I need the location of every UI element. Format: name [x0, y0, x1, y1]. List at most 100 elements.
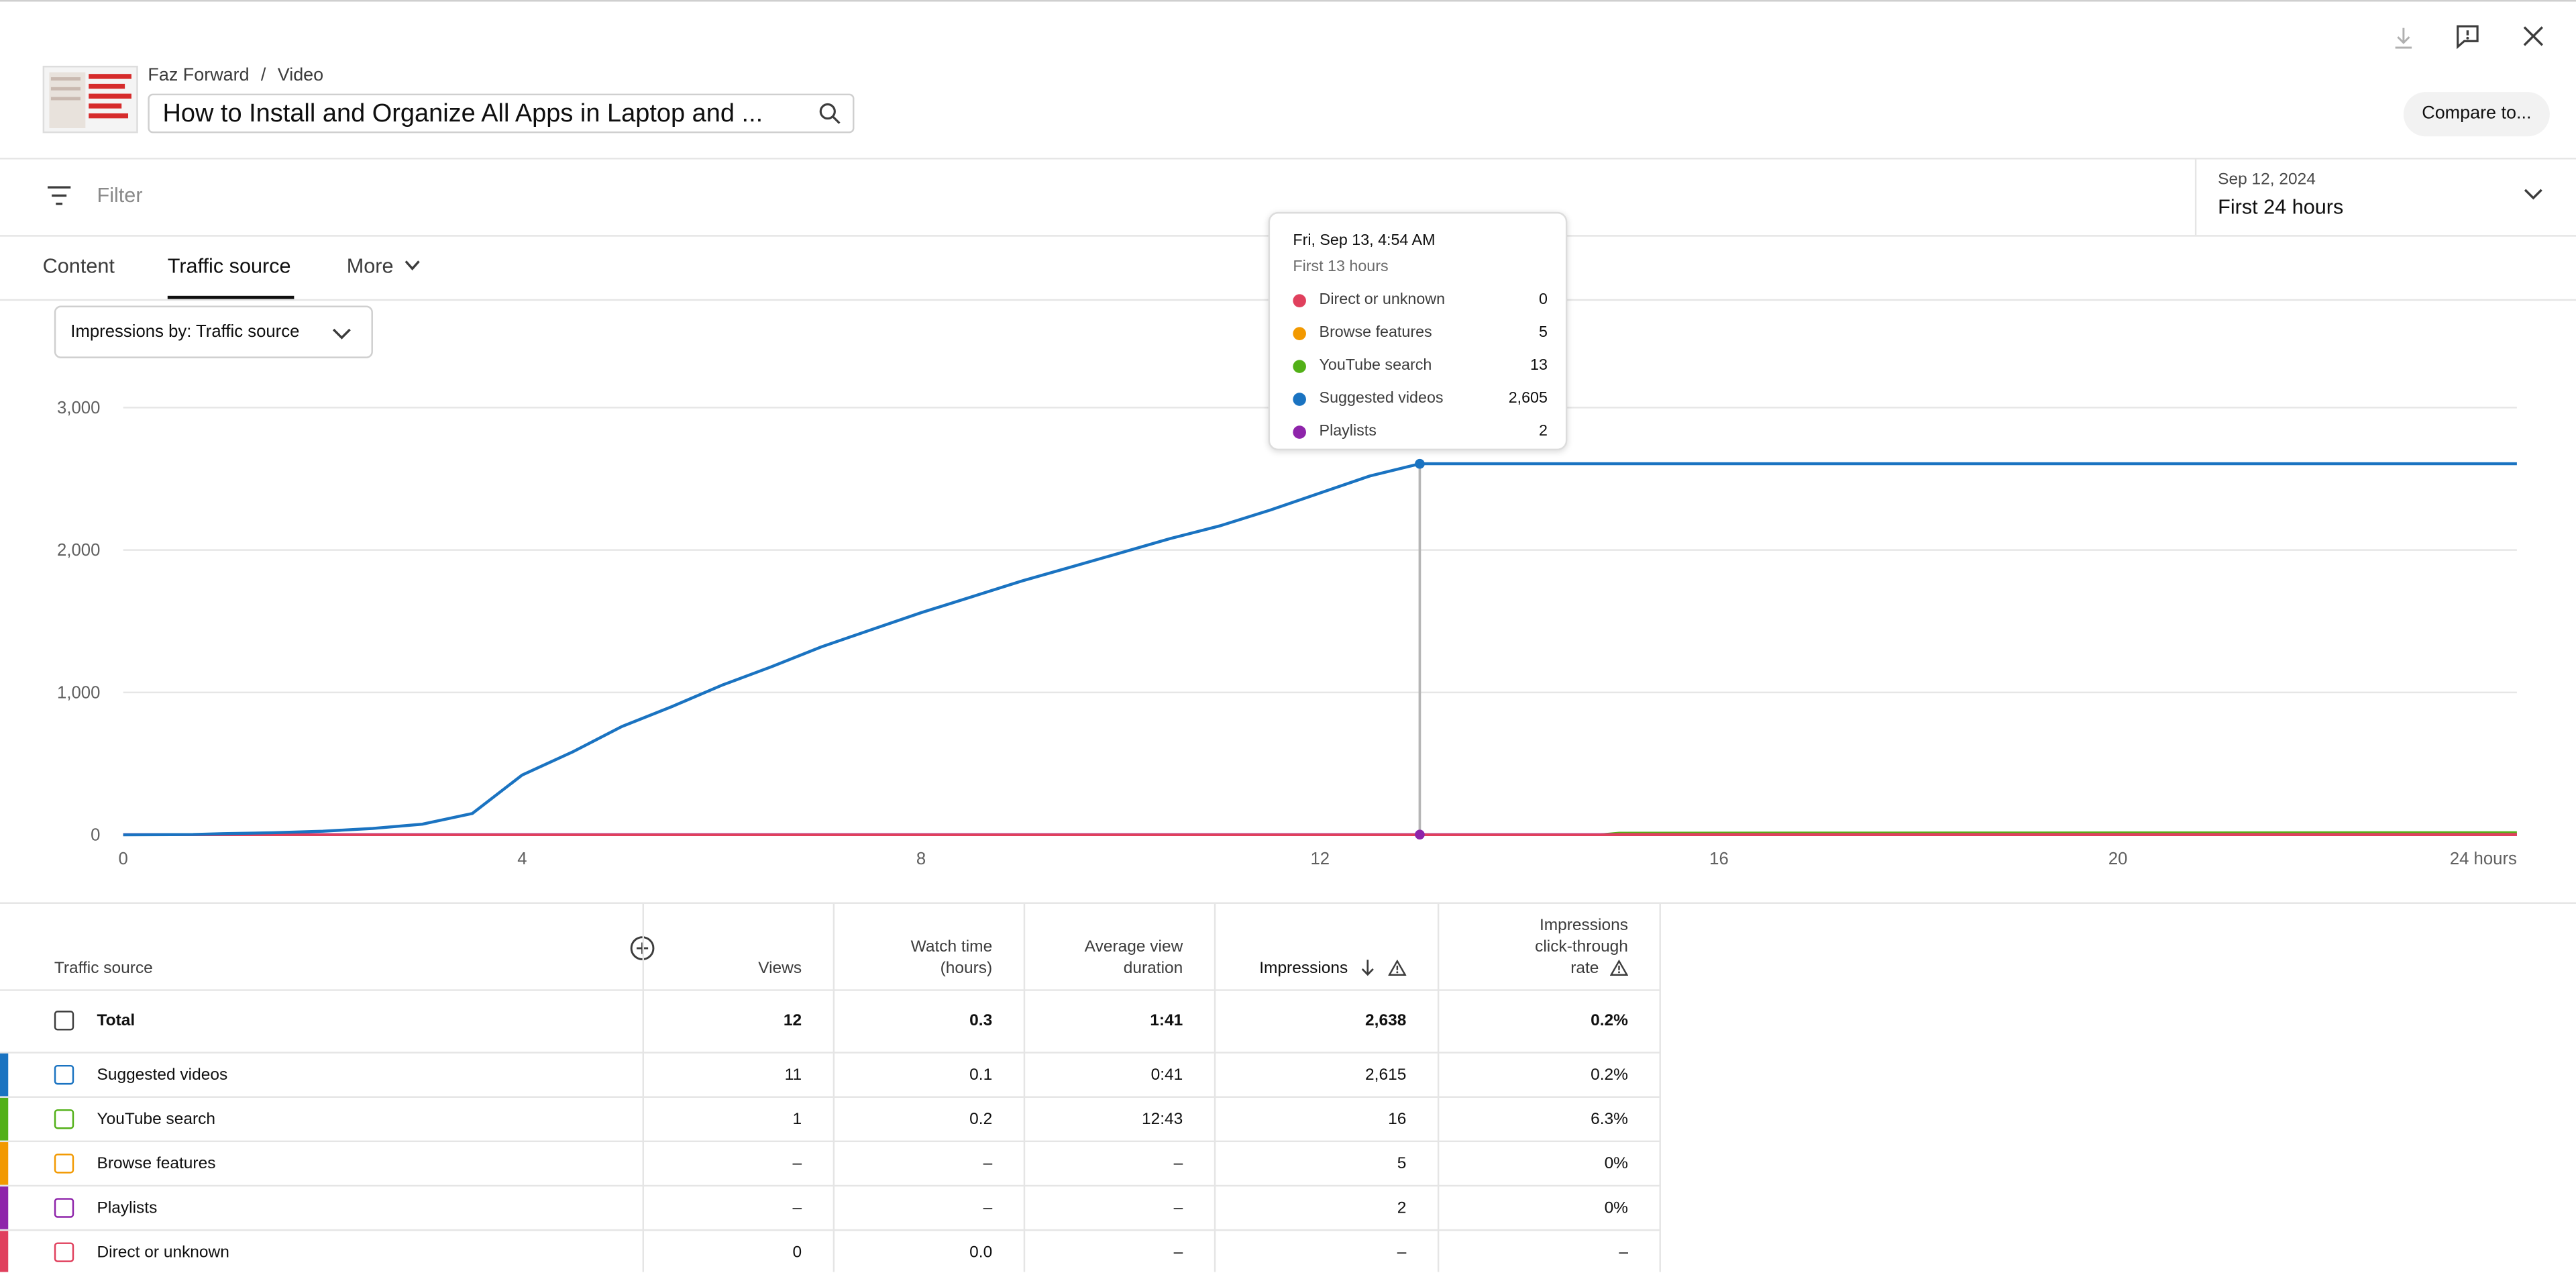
row-divider: [0, 989, 1660, 991]
header-watch-time-line1: Watch time: [910, 938, 993, 957]
row-checkbox[interactable]: [54, 1198, 74, 1218]
row-label: YouTube search: [97, 1111, 216, 1129]
warning-icon[interactable]: [1388, 960, 1407, 976]
cell-views: 1: [792, 1111, 802, 1129]
column-separator: [1659, 903, 1661, 1272]
chevron-down-icon: [405, 260, 420, 270]
table-row-total[interactable]: Total 12 0.3 1:41 2,638 0.2%: [0, 999, 2576, 1043]
tab-more-label: More: [346, 254, 394, 278]
search-icon[interactable]: [818, 102, 841, 125]
series-color-bar: [0, 1186, 9, 1229]
breadcrumb-separator: /: [260, 65, 266, 86]
feedback-icon[interactable]: [2455, 23, 2481, 50]
header-views[interactable]: Views: [758, 960, 802, 978]
header-ctr-line2: click-through: [1535, 938, 1628, 957]
header-impressions[interactable]: Impressions: [1259, 958, 1407, 980]
header-impressions-label: Impressions: [1259, 960, 1348, 978]
chevron-down-icon: [2524, 189, 2542, 200]
tab-more[interactable]: More: [347, 255, 421, 278]
row-divider: [0, 1229, 1660, 1231]
date-range-selector[interactable]: Sep 12, 2024 First 24 hours: [2196, 160, 2576, 236]
breadcrumb-channel[interactable]: Faz Forward: [148, 65, 250, 86]
cell-avg-duration: –: [1173, 1155, 1183, 1174]
tooltip-title: Fri, Sep 13, 4:54 AM: [1293, 232, 1436, 250]
cell-watch-time: –: [983, 1155, 993, 1174]
row-checkbox[interactable]: [54, 1154, 74, 1174]
series-color-bar: [0, 1231, 9, 1272]
y-tick-label: 1,000: [57, 683, 100, 702]
table-row[interactable]: Playlists – – – 2 0%: [0, 1186, 2576, 1231]
row-divider: [0, 1140, 1660, 1143]
series-color-bar: [0, 1053, 9, 1096]
chart-tooltip: Fri, Sep 13, 4:54 AM First 13 hours Dire…: [1268, 211, 1569, 451]
download-icon[interactable]: [2394, 26, 2413, 49]
row-checkbox[interactable]: [54, 1242, 74, 1262]
cell-views: –: [792, 1199, 802, 1218]
x-tick-label: 4: [517, 850, 527, 868]
header-watch-time[interactable]: Watch time (hours): [911, 937, 993, 980]
metric-dropdown[interactable]: Impressions by: Traffic source: [54, 305, 373, 358]
header-ctr-line1: Impressions: [1539, 917, 1628, 935]
filter-icon[interactable]: [46, 184, 72, 207]
series-color-bar: [0, 1097, 9, 1141]
legend-dot: [1293, 327, 1306, 340]
column-separator: [1437, 903, 1440, 1272]
compare-button[interactable]: Compare to...: [2403, 92, 2550, 137]
breadcrumb-section[interactable]: Video: [277, 65, 324, 86]
impressions-chart[interactable]: 0 1,000 2,000 3,000 0 4 8 12 16 20 24 hours: [0, 378, 2576, 871]
row-checkbox[interactable]: [54, 1109, 74, 1129]
table-row[interactable]: Direct or unknown 0 0.0 – – –: [0, 1231, 2576, 1275]
tab-content[interactable]: Content: [42, 254, 115, 278]
y-tick-label: 3,000: [57, 399, 100, 417]
cell-avg-duration: 1:41: [1150, 1012, 1183, 1031]
cell-avg-duration: 12:43: [1141, 1111, 1183, 1129]
cell-impressions: 16: [1388, 1111, 1407, 1129]
row-divider: [0, 1096, 1660, 1098]
video-thumbnail: [42, 65, 138, 134]
video-selector[interactable]: How to Install and Organize All Apps in …: [148, 93, 855, 134]
cell-impressions: 2,638: [1365, 1012, 1407, 1031]
y-tick-label: 2,000: [57, 541, 100, 560]
divider: [0, 158, 2576, 160]
header-avg-line2: duration: [1123, 960, 1183, 978]
warning-icon[interactable]: [1610, 960, 1628, 976]
tooltip-row-value: 13: [1530, 356, 1548, 375]
filter-input[interactable]: Filter: [97, 184, 143, 207]
row-checkbox[interactable]: [54, 1064, 74, 1085]
total-checkbox[interactable]: [54, 1011, 74, 1031]
tooltip-row-label: Playlists: [1319, 422, 1377, 441]
cell-avg-duration: 0:41: [1150, 1066, 1183, 1085]
table-row[interactable]: Suggested videos 11 0.1 0:41 2,615 0.2%: [0, 1053, 2576, 1098]
legend-dot: [1293, 393, 1306, 406]
cell-impressions: 2: [1397, 1199, 1407, 1218]
column-separator: [1023, 903, 1026, 1272]
window-top-border: [0, 0, 2576, 2]
x-tick-label: 12: [1310, 850, 1330, 868]
date-range-period: First 24 hours: [2218, 195, 2344, 219]
row-divider: [0, 1052, 1660, 1054]
header-ctr-line3: rate: [1535, 958, 1628, 980]
column-separator: [833, 903, 835, 1272]
x-tick-label: 24 hours: [2450, 850, 2517, 868]
cell-views: –: [792, 1155, 802, 1174]
header-average-view-duration[interactable]: Average view duration: [1085, 937, 1183, 980]
row-divider: [0, 1184, 1660, 1187]
row-label: Browse features: [97, 1155, 216, 1174]
table-row[interactable]: Browse features – – – 5 0%: [0, 1142, 2576, 1186]
table-row[interactable]: YouTube search 1 0.2 12:43 16 6.3%: [0, 1097, 2576, 1142]
tooltip-row: Suggested videos 2,605: [1270, 387, 1569, 413]
table-header: Traffic source Views Watch time (hours) …: [0, 904, 2576, 989]
tooltip-row: Playlists 2: [1270, 419, 1569, 445]
tooltip-row-value: 5: [1538, 323, 1548, 342]
header-traffic-source[interactable]: Traffic source: [54, 960, 153, 978]
tooltip-row-label: Suggested videos: [1319, 389, 1444, 408]
header-impressions-ctr[interactable]: Impressions click-through rate: [1535, 915, 1628, 980]
row-label: Direct or unknown: [97, 1243, 229, 1262]
close-icon[interactable]: [2522, 25, 2544, 48]
series-line-suggested-videos: [123, 462, 2517, 837]
cell-ctr: –: [1619, 1243, 1628, 1262]
tab-traffic-source[interactable]: Traffic source: [167, 254, 291, 278]
chevron-down-icon: [332, 328, 351, 340]
cell-ctr: 0%: [1604, 1155, 1628, 1174]
